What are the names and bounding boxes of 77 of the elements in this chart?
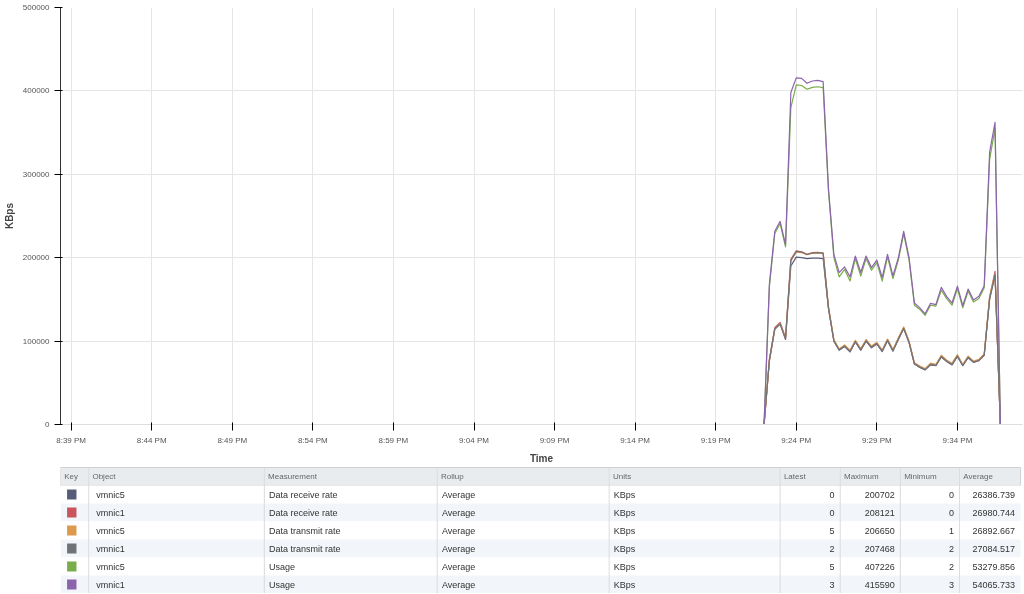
x-tick-label: 8:44 PM bbox=[136, 435, 167, 445]
text: Average bbox=[441, 489, 476, 500]
text: 5 bbox=[829, 525, 835, 536]
text: 54065.733 bbox=[972, 579, 1015, 590]
x-tick-label: 9:09 PM bbox=[539, 435, 570, 445]
text: 26892.667 bbox=[972, 525, 1015, 536]
y-tick-label: 500000 bbox=[22, 3, 51, 12]
x-axis-title: Time bbox=[529, 452, 554, 464]
text: 200702 bbox=[864, 489, 895, 500]
x-tick-label: 9:04 PM bbox=[459, 435, 490, 445]
text: 53279.856 bbox=[972, 561, 1015, 572]
text: Usage bbox=[269, 561, 296, 572]
x-tick-label: 9:34 PM bbox=[942, 435, 973, 445]
text: Average bbox=[441, 543, 476, 554]
text: 0 bbox=[829, 507, 835, 518]
x-tick-label: 8:39 PM bbox=[56, 435, 87, 445]
y-tick-label: 200000 bbox=[22, 253, 51, 263]
text: KBps bbox=[613, 579, 636, 590]
y-tick-label: 300000 bbox=[22, 169, 51, 179]
x-tick-label: 9:29 PM bbox=[861, 435, 893, 445]
text: KBps bbox=[613, 561, 636, 572]
text: KBps bbox=[613, 543, 636, 554]
text: Units bbox=[612, 472, 632, 481]
y-tick-label: 0 bbox=[45, 420, 51, 429]
text: 27084.517 bbox=[972, 543, 1015, 554]
text: 0 bbox=[948, 507, 954, 518]
text: Maximum bbox=[844, 472, 880, 481]
text: Data receive rate bbox=[269, 489, 338, 500]
text: KBps bbox=[613, 525, 636, 536]
legend-label: vmnic1 bbox=[96, 579, 125, 590]
text: Data receive rate bbox=[269, 507, 338, 518]
y-tick-label: 400000 bbox=[22, 86, 51, 96]
x-tick-label: 9:24 PM bbox=[781, 435, 812, 445]
text: Data transmit rate bbox=[269, 543, 341, 554]
text: Average bbox=[441, 525, 476, 536]
text: Usage bbox=[269, 579, 296, 590]
text: 407226 bbox=[864, 561, 895, 572]
text: Average bbox=[963, 472, 994, 481]
legend-label: vmnic5 bbox=[96, 525, 125, 536]
x-tick-label: 8:59 PM bbox=[378, 435, 409, 445]
text: KBps bbox=[613, 507, 636, 518]
text: Key bbox=[64, 472, 79, 481]
text: 2 bbox=[829, 543, 835, 554]
text: 0 bbox=[829, 489, 835, 500]
text: KBps bbox=[613, 489, 636, 500]
text: 0 bbox=[948, 489, 954, 500]
y-axis-title: KBps bbox=[3, 202, 15, 230]
text: Average bbox=[441, 561, 476, 572]
text: 5 bbox=[829, 561, 835, 572]
x-tick-label: 8:49 PM bbox=[217, 435, 248, 445]
text: Object bbox=[92, 472, 117, 481]
text: 208121 bbox=[864, 507, 895, 518]
text: 2 bbox=[948, 543, 954, 554]
text: 2 bbox=[948, 561, 954, 572]
text: 1 bbox=[948, 525, 954, 536]
y-tick-label: 100000 bbox=[22, 336, 51, 346]
text: Measurement bbox=[268, 472, 318, 481]
text: 415590 bbox=[864, 579, 895, 590]
legend-label: vmnic1 bbox=[96, 543, 125, 554]
text: Latest bbox=[783, 472, 807, 481]
x-tick-label: 9:19 PM bbox=[700, 435, 731, 445]
text: 206650 bbox=[864, 525, 895, 536]
text: 3 bbox=[829, 579, 835, 590]
legend-label: vmnic1 bbox=[96, 507, 125, 518]
x-tick-label: 8:54 PM bbox=[297, 435, 329, 445]
text: Minimum bbox=[904, 472, 937, 481]
text: 207468 bbox=[864, 543, 895, 554]
text: Rollup bbox=[440, 472, 465, 481]
text: 26386.739 bbox=[972, 489, 1015, 500]
text: Average bbox=[441, 507, 476, 518]
legend-label: vmnic5 bbox=[96, 489, 125, 500]
text: Average bbox=[441, 579, 476, 590]
x-tick-label: 9:14 PM bbox=[620, 435, 651, 445]
legend-label: vmnic5 bbox=[96, 561, 125, 572]
text: 3 bbox=[948, 579, 954, 590]
text: Data transmit rate bbox=[269, 525, 341, 536]
text: 26980.744 bbox=[972, 507, 1015, 518]
